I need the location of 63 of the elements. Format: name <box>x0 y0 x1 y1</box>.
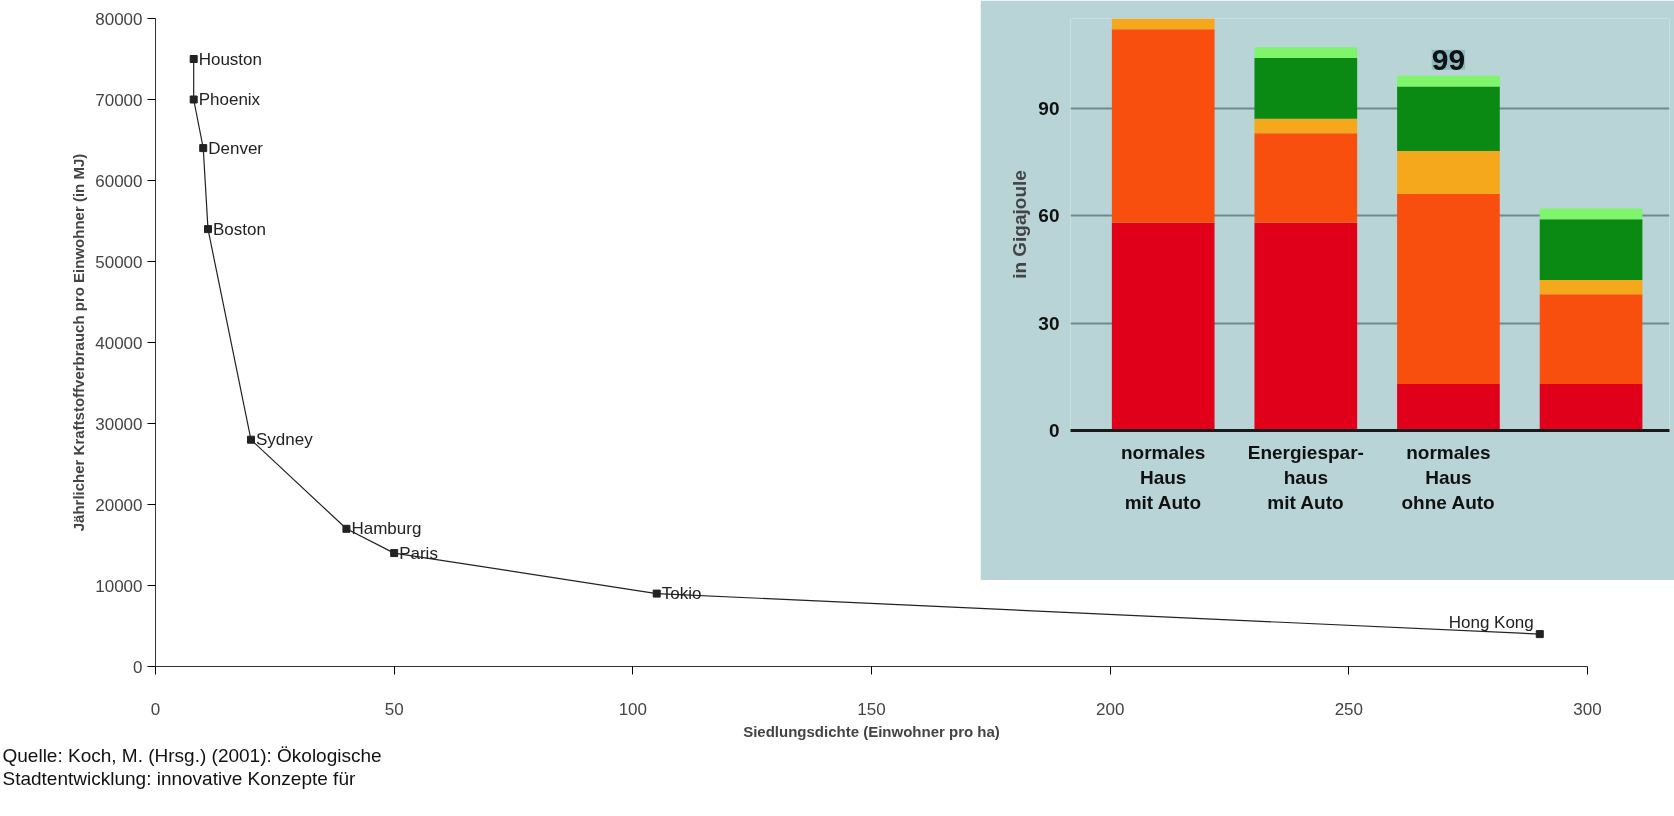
x-tick-label: 150 <box>857 699 886 719</box>
bar <box>1254 57 1358 119</box>
bar <box>1397 151 1500 195</box>
y-tick-label: 0 <box>133 657 143 677</box>
point <box>204 225 213 234</box>
y-tick-label: 40000 <box>95 333 143 353</box>
y-tick-label: 30 <box>1038 312 1060 334</box>
x-tick-label: normales Haus mit Auto <box>1120 441 1206 513</box>
y-tick-label: 60000 <box>95 171 143 191</box>
x-tick-label: normales Haus ohne Auto <box>1401 441 1495 513</box>
x-tick-label: 50 <box>384 699 404 719</box>
text: Stadtentwicklung: innovative Konzepte für <box>2 767 356 789</box>
y-tick-label: 20000 <box>95 495 143 515</box>
y-tick-label: 0 <box>1048 420 1060 441</box>
x-tick-label: 0 <box>150 699 161 719</box>
annotation: Sydney <box>255 430 314 450</box>
annotation: Houston <box>198 49 263 69</box>
bar <box>1397 383 1500 431</box>
y-tick-label: 80000 <box>95 9 143 29</box>
y-tick-label: 70000 <box>95 90 143 110</box>
bar <box>1539 280 1643 295</box>
bar <box>1397 86 1500 152</box>
bar <box>1111 29 1215 223</box>
y-tick-label: 30000 <box>95 414 143 434</box>
y-axis-title: in Gigajoule <box>1009 170 1031 279</box>
annotation: Boston <box>213 219 266 239</box>
point <box>189 55 198 63</box>
point <box>1535 630 1544 639</box>
source-note: Quelle: Koch, M. (Hrsg.) (2001): Ökologische <box>2 744 382 766</box>
point <box>189 95 198 104</box>
x-tick-label: 250 <box>1334 699 1364 719</box>
point <box>390 549 399 558</box>
y-tick-label: 60 <box>1038 205 1060 227</box>
bar <box>1539 208 1643 220</box>
bar <box>1397 75 1500 87</box>
bar <box>1397 194 1500 384</box>
bar <box>1111 222 1215 431</box>
bar <box>1539 383 1643 431</box>
bar <box>1539 219 1643 281</box>
y-tick-label: 90 <box>1038 97 1060 119</box>
point <box>652 589 661 598</box>
x-tick-label: 300 <box>1573 699 1602 719</box>
annotation: Hong Kong <box>1448 612 1534 632</box>
x-axis-title: Siedlungsdichte (Einwohner pro ha) <box>743 722 1000 740</box>
bar <box>1539 294 1643 384</box>
annotation: Hamburg <box>351 519 422 539</box>
y-axis-title: Jährlicher Kraftstoffverbrauch pro Einwohner (in MJ) <box>70 153 88 532</box>
bar <box>1254 222 1358 431</box>
point <box>246 435 255 444</box>
x-tick-label: 200 <box>1095 699 1125 719</box>
total-label: 99 <box>1431 42 1466 76</box>
bar <box>1254 133 1358 223</box>
bar <box>1111 18 1215 30</box>
bar <box>1254 47 1358 58</box>
annotation: Denver <box>208 138 264 158</box>
y-tick-label: 10000 <box>95 576 143 596</box>
y-tick-label: 50000 <box>95 252 143 272</box>
point <box>342 524 351 533</box>
x-tick-label: 100 <box>618 699 648 719</box>
bar <box>1254 118 1358 134</box>
annotation: Phoenix <box>198 90 261 109</box>
point <box>199 144 208 153</box>
x-tick-label: Energiespar- haus mit Auto <box>1247 441 1364 513</box>
